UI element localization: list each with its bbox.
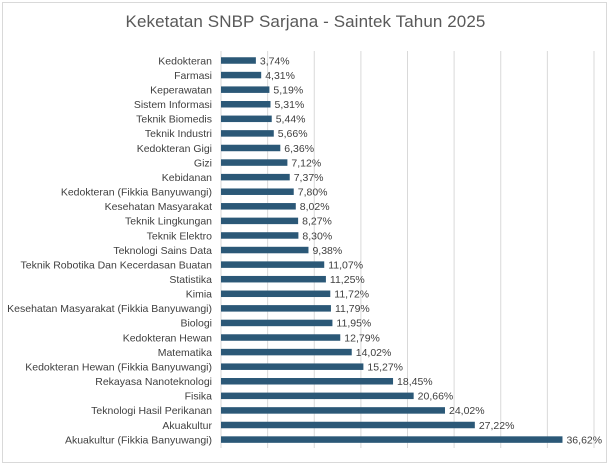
- category-label: Kesehatan Masyarakat: [105, 201, 212, 213]
- bar: [221, 407, 445, 414]
- category-label: Kesehatan Masyarakat (Fikkia Banyuwangi): [7, 303, 212, 315]
- data-label: 14,02%: [356, 347, 392, 359]
- bar: [221, 159, 288, 166]
- bar: [221, 275, 326, 283]
- bar: [221, 421, 475, 429]
- data-label: 5,19%: [273, 84, 303, 96]
- category-label: Kedokteran (Fikkia Banyuwangi): [61, 187, 212, 199]
- data-label: 8,02%: [300, 201, 330, 213]
- category-label: Teknik Industri: [145, 128, 212, 140]
- data-label: 11,07%: [328, 259, 363, 271]
- category-label: Farmasi: [174, 70, 212, 82]
- bar: [221, 436, 563, 443]
- bar: [221, 348, 352, 356]
- category-label: Kedokteran Hewan (Fikkia Banyuwangi): [25, 361, 212, 373]
- bar: [221, 392, 414, 400]
- category-label: Matematika: [158, 347, 212, 359]
- data-label: 5,66%: [278, 128, 308, 140]
- data-label: 5,44%: [276, 114, 306, 126]
- data-label: 20,66%: [418, 391, 454, 403]
- data-label: 15,27%: [367, 361, 403, 373]
- data-label: 11,72%: [334, 289, 369, 301]
- bar: [221, 305, 331, 312]
- bars: [221, 57, 563, 443]
- category-label: Sistem Informasi: [134, 99, 212, 111]
- data-label: 8,30%: [302, 230, 332, 242]
- bar: [221, 217, 299, 225]
- category-label: Statistika: [169, 274, 212, 286]
- category-label: Fisika: [185, 391, 213, 403]
- category-label: Teknik Lingkungan: [125, 216, 212, 228]
- bar: [221, 115, 272, 123]
- bar: [221, 246, 309, 254]
- category-label: Gizi: [194, 157, 212, 169]
- category-labels: Kedokteran Farmasi Keperawatan Sistem Infor…: [7, 55, 212, 446]
- data-label: 27,22%: [479, 420, 515, 432]
- chart-area: [2, 2, 607, 463]
- data-label: 18,45%: [397, 376, 433, 388]
- bar: [221, 334, 341, 341]
- bar: [221, 57, 256, 64]
- data-label: 36,62%: [566, 434, 602, 446]
- data-label: 7,80%: [298, 187, 328, 199]
- category-label: Biologi: [180, 318, 212, 330]
- category-label: Akuakultur: [162, 420, 212, 432]
- bar: [221, 363, 364, 370]
- data-label: 6,36%: [284, 143, 314, 155]
- bar: [221, 290, 331, 298]
- bar: [221, 319, 333, 327]
- data-label: 9,38%: [312, 245, 342, 257]
- data-label: 5,31%: [275, 99, 305, 111]
- bar: [221, 378, 394, 385]
- bar: [221, 71, 262, 79]
- bar: [221, 130, 274, 137]
- data-label: 11,25%: [330, 274, 365, 286]
- category-label: Kimia: [186, 289, 212, 301]
- data-label: 3,74%: [260, 55, 290, 67]
- category-label: Keperawatan: [150, 84, 212, 96]
- data-label: 12,79%: [344, 332, 380, 344]
- data-label: 11,95%: [336, 318, 371, 330]
- bar: [221, 173, 290, 181]
- category-label: Kebidanan: [162, 172, 212, 184]
- bar: [221, 100, 271, 108]
- data-label: 7,37%: [294, 172, 324, 184]
- bar: [221, 261, 325, 268]
- bar: [221, 144, 281, 152]
- bar: [221, 232, 299, 239]
- bar: [221, 203, 296, 210]
- data-label: 7,12%: [291, 157, 321, 169]
- category-label: Kedokteran Hewan: [123, 332, 212, 344]
- category-label: Akuakultur (Fikkia Banyuwangi): [65, 434, 212, 446]
- bar: [221, 86, 270, 93]
- data-label: 8,27%: [302, 216, 332, 228]
- data-label: 4,31%: [265, 70, 295, 82]
- chart-title: Keketatan SNBP Sarjana - Saintek Tahun 2…: [125, 12, 486, 31]
- data-label: 11,79%: [335, 303, 370, 315]
- category-label: Kedokteran Gigi: [137, 143, 212, 155]
- value-labels: 3,74% 4,31% 5,19% 5,31% 5,44% 5,66% 6,36% 7,12%…: [260, 55, 602, 446]
- category-label: Teknik Robotika Dan Kecerdasan Buatan: [21, 259, 213, 271]
- category-label: Teknologi Sains Data: [113, 245, 212, 257]
- category-label: Teknik Elektro: [147, 230, 213, 242]
- bar: [221, 188, 294, 195]
- category-label: Kedokteran: [158, 55, 212, 67]
- category-label: Teknik Biomedis: [136, 114, 212, 126]
- category-label: Rekayasa Nanoteknologi: [95, 376, 212, 388]
- data-label: 24,02%: [449, 405, 485, 417]
- category-label: Teknologi Hasil Perikanan: [91, 405, 212, 417]
